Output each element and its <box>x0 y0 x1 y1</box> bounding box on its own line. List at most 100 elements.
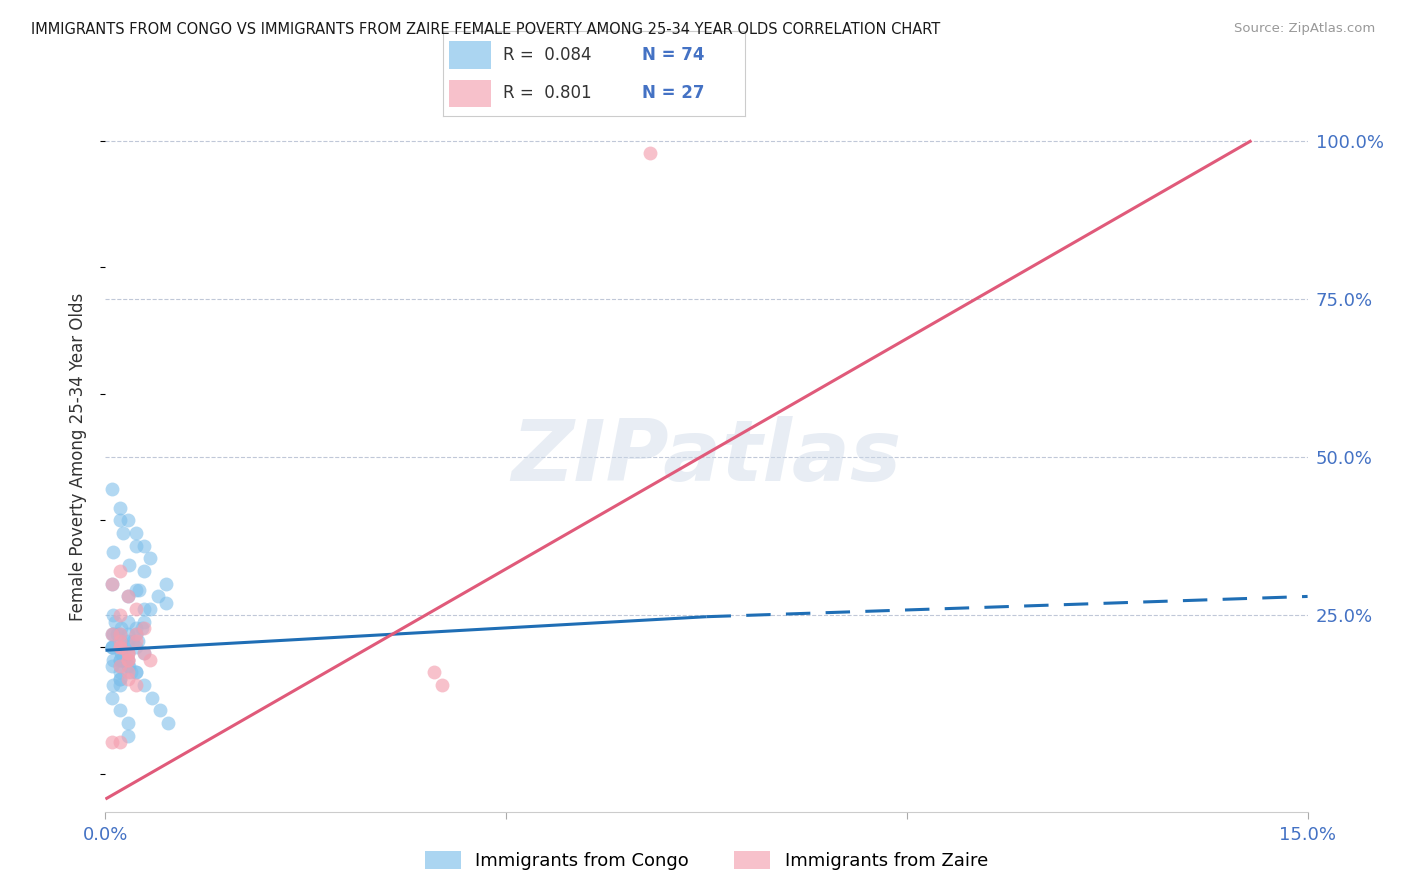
Point <box>640 146 662 161</box>
Point <box>108 627 131 641</box>
Text: R =  0.084: R = 0.084 <box>503 46 592 64</box>
Point <box>108 672 131 686</box>
Point <box>108 633 131 648</box>
Text: Source: ZipAtlas.com: Source: ZipAtlas.com <box>1234 22 1375 36</box>
Point <box>117 653 139 667</box>
Point <box>132 647 155 661</box>
Point <box>138 551 160 566</box>
Point <box>127 633 149 648</box>
Point <box>132 621 155 635</box>
Point <box>108 653 131 667</box>
Point <box>120 665 142 680</box>
Bar <box>449 80 491 108</box>
Point <box>108 678 131 692</box>
Point <box>138 653 160 667</box>
Point <box>101 576 124 591</box>
Text: R =  0.801: R = 0.801 <box>503 84 592 102</box>
Point <box>117 633 139 648</box>
Point <box>117 659 139 673</box>
Point <box>132 602 155 616</box>
Point <box>108 665 131 680</box>
Point <box>101 627 124 641</box>
Point <box>117 590 139 604</box>
Point <box>101 640 124 654</box>
Text: ZIPatlas: ZIPatlas <box>512 416 901 499</box>
Point <box>117 627 139 641</box>
Point <box>101 640 124 654</box>
Point <box>125 621 148 635</box>
Point <box>107 627 129 641</box>
Point <box>108 640 131 654</box>
Legend: Immigrants from Congo, Immigrants from Zaire: Immigrants from Congo, Immigrants from Z… <box>418 843 995 877</box>
Point <box>146 590 169 604</box>
Point <box>131 621 153 635</box>
Point <box>101 659 124 673</box>
Point <box>108 627 131 641</box>
Point <box>104 615 127 629</box>
Point <box>101 482 124 496</box>
Point <box>101 640 124 654</box>
Point <box>125 602 148 616</box>
Point <box>108 672 131 686</box>
Point <box>128 583 150 598</box>
Point <box>117 590 139 604</box>
Point <box>101 576 124 591</box>
Point <box>125 640 148 654</box>
Point <box>125 539 148 553</box>
Point <box>108 735 131 749</box>
Point <box>112 526 135 541</box>
Text: N = 74: N = 74 <box>643 46 704 64</box>
Point <box>117 647 139 661</box>
Point <box>117 653 139 667</box>
Point <box>155 576 177 591</box>
Point <box>117 615 139 629</box>
Point <box>138 602 160 616</box>
Point <box>112 653 135 667</box>
Y-axis label: Female Poverty Among 25-34 Year Olds: Female Poverty Among 25-34 Year Olds <box>69 293 87 621</box>
Point <box>156 716 179 731</box>
Point <box>108 703 131 717</box>
Point <box>141 690 163 705</box>
Text: N = 27: N = 27 <box>643 84 704 102</box>
Point <box>108 513 131 527</box>
Point <box>117 640 139 654</box>
Point <box>132 615 155 629</box>
Point <box>101 690 124 705</box>
Point <box>110 647 132 661</box>
Point <box>117 729 139 743</box>
Point <box>125 665 148 680</box>
Point <box>114 653 136 667</box>
Point <box>125 678 148 692</box>
Bar <box>449 41 491 69</box>
Text: IMMIGRANTS FROM CONGO VS IMMIGRANTS FROM ZAIRE FEMALE POVERTY AMONG 25-34 YEAR O: IMMIGRANTS FROM CONGO VS IMMIGRANTS FROM… <box>31 22 941 37</box>
Point <box>108 500 131 515</box>
Point <box>108 608 131 623</box>
Point <box>117 665 139 680</box>
Point <box>103 627 125 641</box>
Point <box>108 633 131 648</box>
Point <box>103 653 125 667</box>
Point <box>423 665 446 680</box>
Point <box>118 558 141 572</box>
Point <box>108 659 131 673</box>
Point <box>101 627 124 641</box>
Point <box>117 647 139 661</box>
Point <box>125 583 148 598</box>
Point <box>132 678 155 692</box>
Point <box>132 647 155 661</box>
Point <box>122 633 145 648</box>
Point <box>132 539 155 553</box>
Point <box>103 608 125 623</box>
Point <box>110 640 132 654</box>
Point <box>125 526 148 541</box>
Point <box>117 672 139 686</box>
Point <box>125 633 148 648</box>
Point <box>117 716 139 731</box>
Point <box>117 513 139 527</box>
Point <box>118 659 141 673</box>
Point <box>125 665 148 680</box>
Point <box>430 678 453 692</box>
Point <box>125 627 148 641</box>
Point <box>108 564 131 578</box>
Point <box>132 564 155 578</box>
